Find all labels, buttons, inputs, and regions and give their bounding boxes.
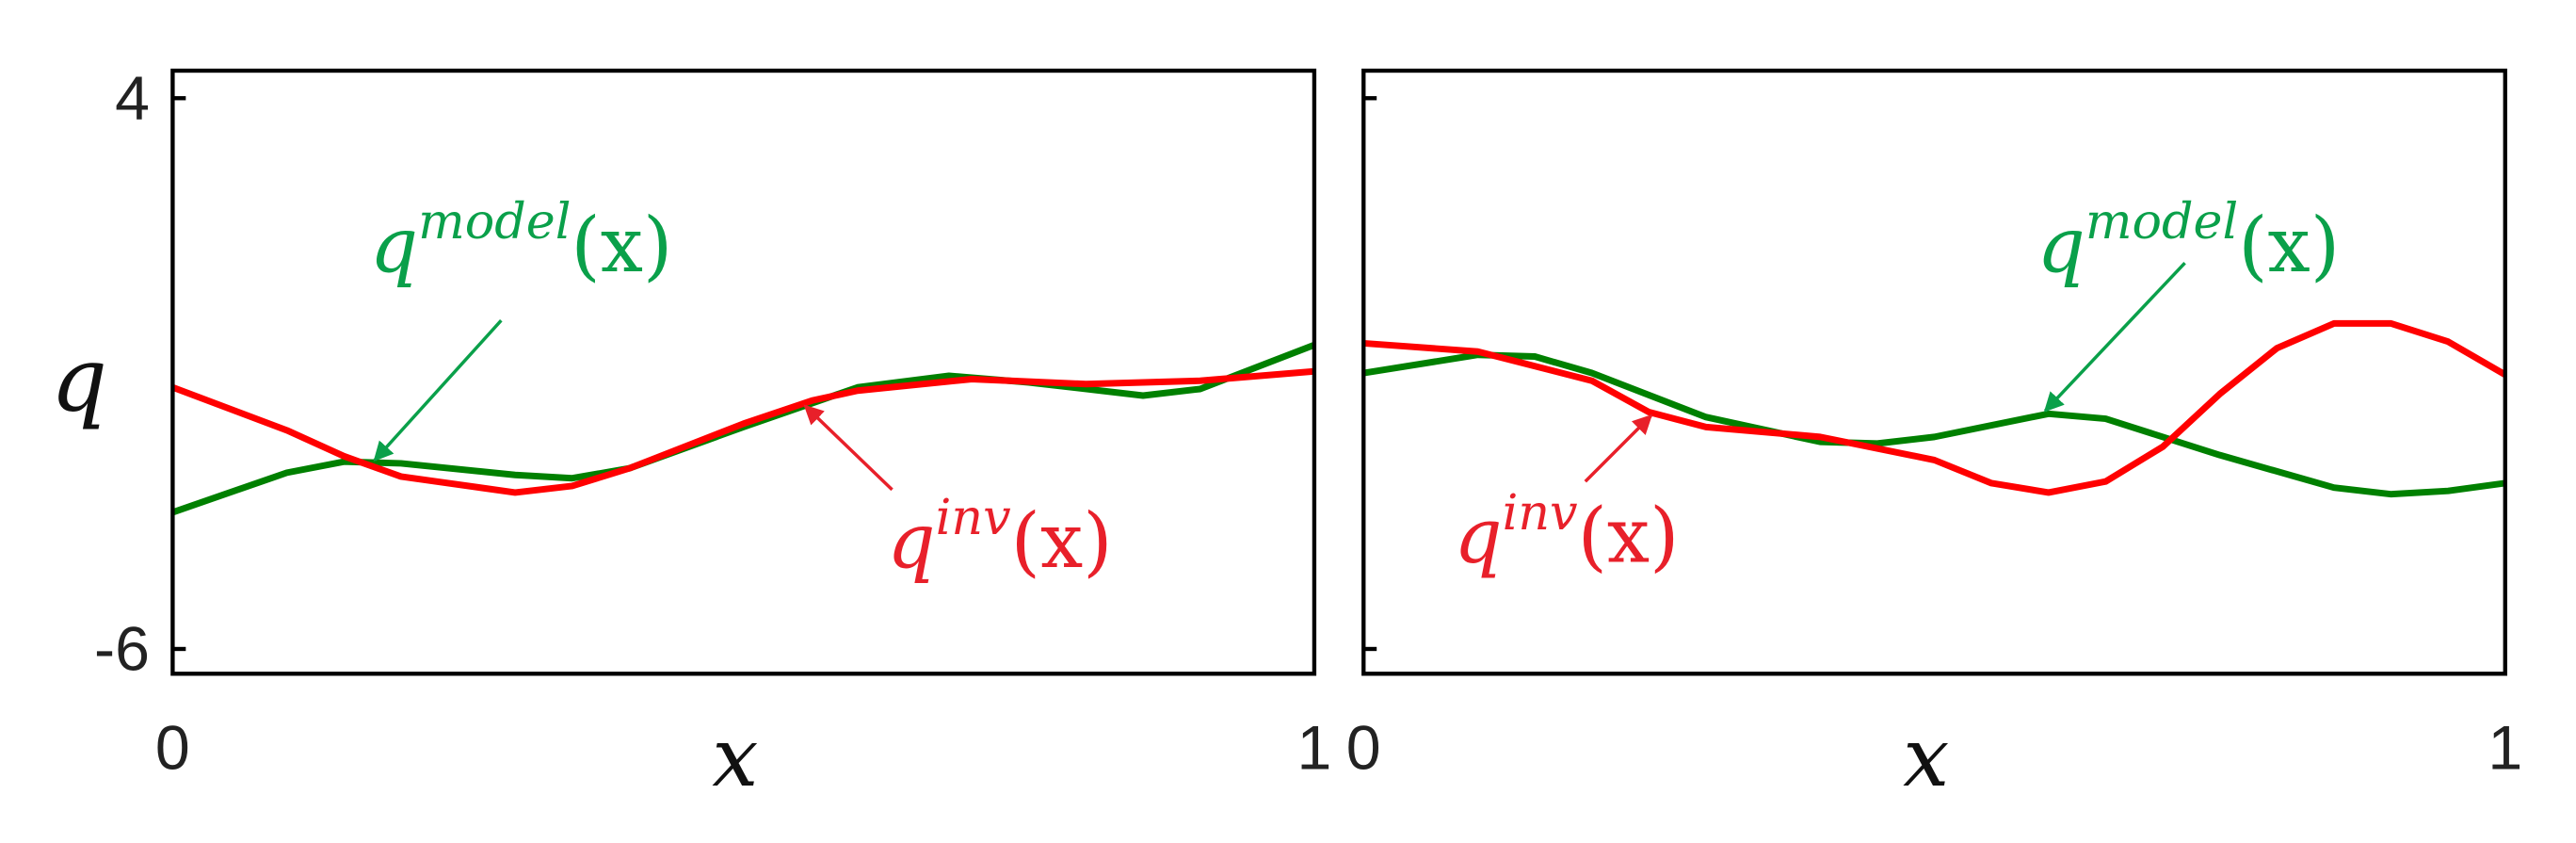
- annotation-sup: inv: [1503, 484, 1578, 542]
- plot-frame: [1361, 68, 2507, 676]
- annotation-base: q: [2037, 202, 2085, 289]
- annotation-tail: (x): [2238, 202, 2340, 289]
- annotation-sup: model: [2085, 193, 2238, 251]
- y-axis-label: q: [51, 330, 107, 432]
- annotation-tail: (x): [571, 202, 672, 289]
- annotation-base: q: [887, 497, 935, 585]
- x-tick-label: 0: [155, 713, 190, 783]
- annotation-arrow: [1584, 413, 1653, 483]
- annotation-base: q: [1454, 493, 1502, 580]
- annotation-arrow: [373, 319, 503, 462]
- x-tick-label: 0: [1346, 713, 1381, 783]
- annotation-sup: inv: [936, 489, 1011, 546]
- x-tick-label: 1: [2487, 713, 2522, 783]
- series-line: [1362, 351, 2506, 498]
- annotation-base: q: [370, 202, 418, 289]
- annotation-sup: model: [418, 193, 571, 251]
- series-line: [171, 367, 1315, 496]
- annotation: qinv(x): [1454, 484, 1679, 580]
- series-line: [171, 341, 1316, 516]
- annotation-arrow: [803, 404, 894, 492]
- annotation-arrow: [2043, 261, 2186, 413]
- x-axis-label: x: [712, 709, 758, 805]
- y-tick-label: -6: [94, 615, 150, 685]
- annotation: qmodel(x): [2037, 193, 2341, 289]
- annotation-tail: (x): [1578, 493, 1680, 580]
- annotation: qmodel(x): [370, 193, 673, 289]
- x-axis-label: x: [1903, 709, 1949, 805]
- y-tick-label: 4: [115, 64, 150, 134]
- annotation-tail: (x): [1011, 497, 1113, 585]
- series-line: [1363, 319, 2507, 496]
- annotation: qinv(x): [887, 489, 1112, 585]
- plot-frame: [170, 68, 1317, 676]
- x-tick-label: 1: [1296, 713, 1331, 783]
